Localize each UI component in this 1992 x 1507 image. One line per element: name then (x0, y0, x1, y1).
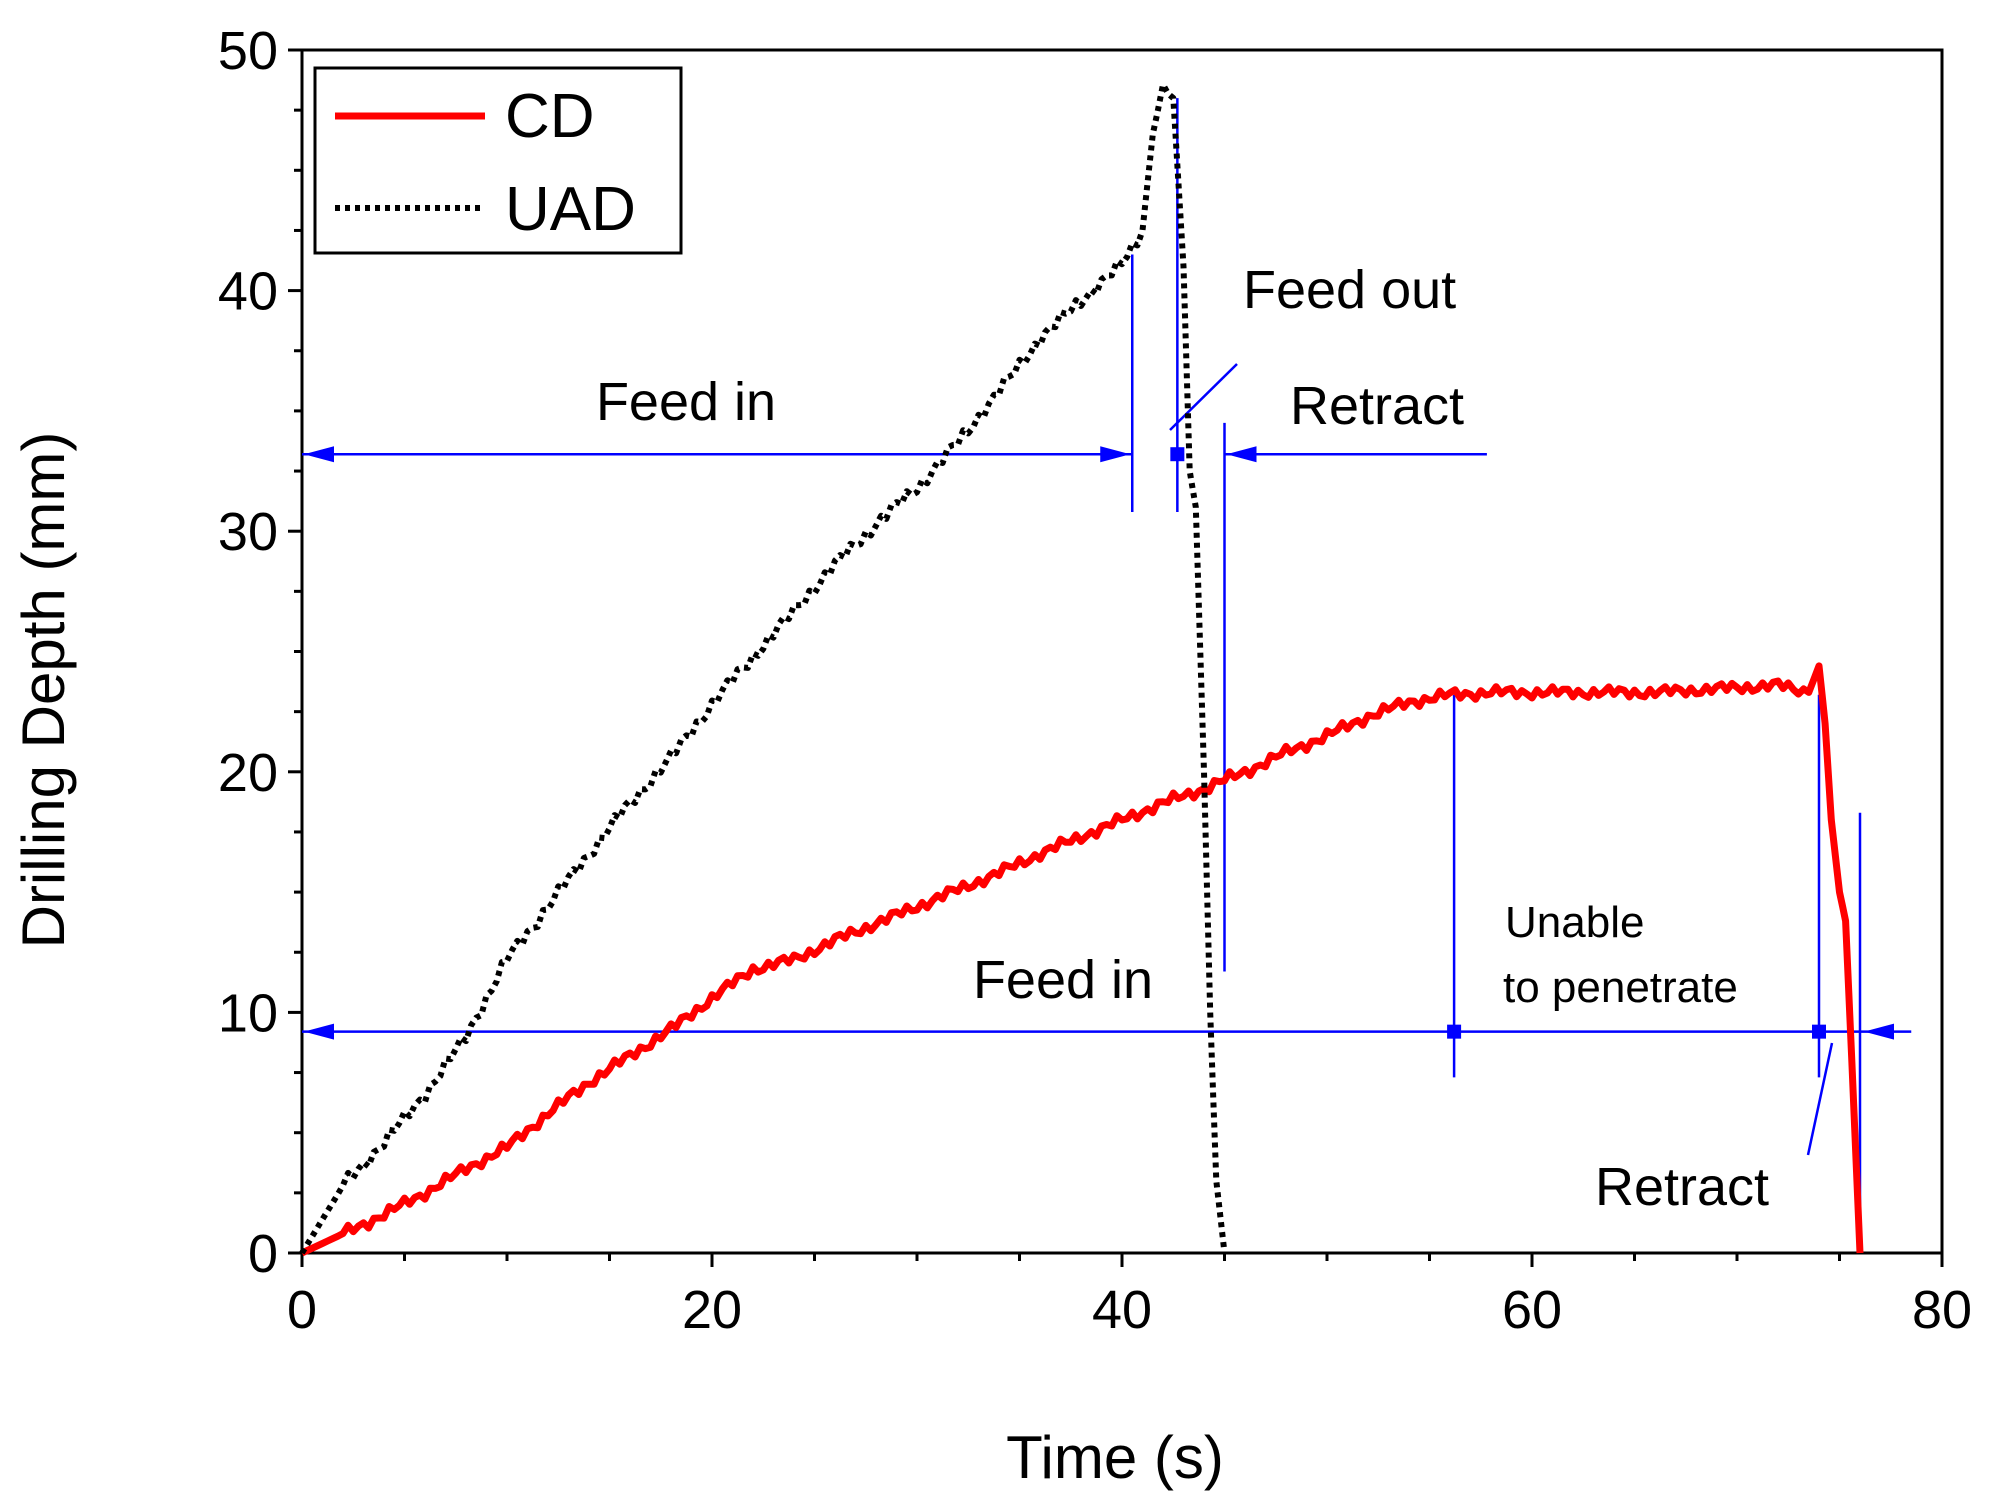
legend-label-uad: UAD (505, 175, 636, 244)
uad-feed-in-arrow-left (304, 446, 334, 463)
series-line-cd (300, 662, 1864, 1257)
x-tick-label: 20 (682, 1280, 742, 1340)
x-tick-label: 0 (287, 1280, 317, 1340)
x-tick-label: 60 (1502, 1280, 1562, 1340)
annotation-uad-feed-out: Feed out (1243, 260, 1456, 320)
annotation-uad-retract: Retract (1290, 376, 1464, 436)
axes (288, 48, 1944, 1267)
y-tick-label: 50 (218, 21, 278, 81)
annotation-cd-unable: Unable (1505, 898, 1644, 947)
y-axis-title: Drilling Depth (mm) (10, 432, 77, 949)
legend-label-cd: CD (505, 82, 595, 151)
annotation-cd-feed-in: Feed in (973, 950, 1153, 1010)
cd-retract-leader (1806, 1042, 1834, 1156)
x-tick-label: 40 (1092, 1280, 1152, 1340)
annotation-cd-to-penetrate: to penetrate (1503, 963, 1738, 1012)
series-line-uad (299, 81, 1228, 1255)
cd-feed-in-arrow-left (304, 1023, 334, 1040)
y-tick-label: 0 (248, 1224, 278, 1284)
y-tick-label: 40 (218, 262, 278, 322)
y-tick-label: 20 (218, 743, 278, 803)
phase-annotation-lines (302, 98, 1912, 1253)
uad-feed-in-arrow-right (1100, 446, 1131, 463)
uad-feed-out-marker (1170, 447, 1185, 462)
x-axis-title: Time (s) (1006, 1424, 1224, 1491)
cd-retract-arrow (1864, 1023, 1894, 1040)
y-tick-label: 10 (218, 983, 278, 1043)
annotation-uad-feed-in: Feed in (596, 372, 776, 432)
uad-feed-out-leader (1169, 363, 1238, 431)
tick-labels: 0 20 40 60 80 0 10 20 30 40 50 (218, 21, 1972, 1340)
legend-box (313, 66, 683, 255)
annotation-cd-retract: Retract (1595, 1157, 1769, 1217)
uad-retract-arrow (1226, 446, 1257, 463)
x-tick-label: 80 (1912, 1280, 1972, 1340)
y-tick-label: 30 (218, 502, 278, 562)
legend: CD UAD (313, 66, 683, 255)
series-layer (299, 81, 1864, 1257)
